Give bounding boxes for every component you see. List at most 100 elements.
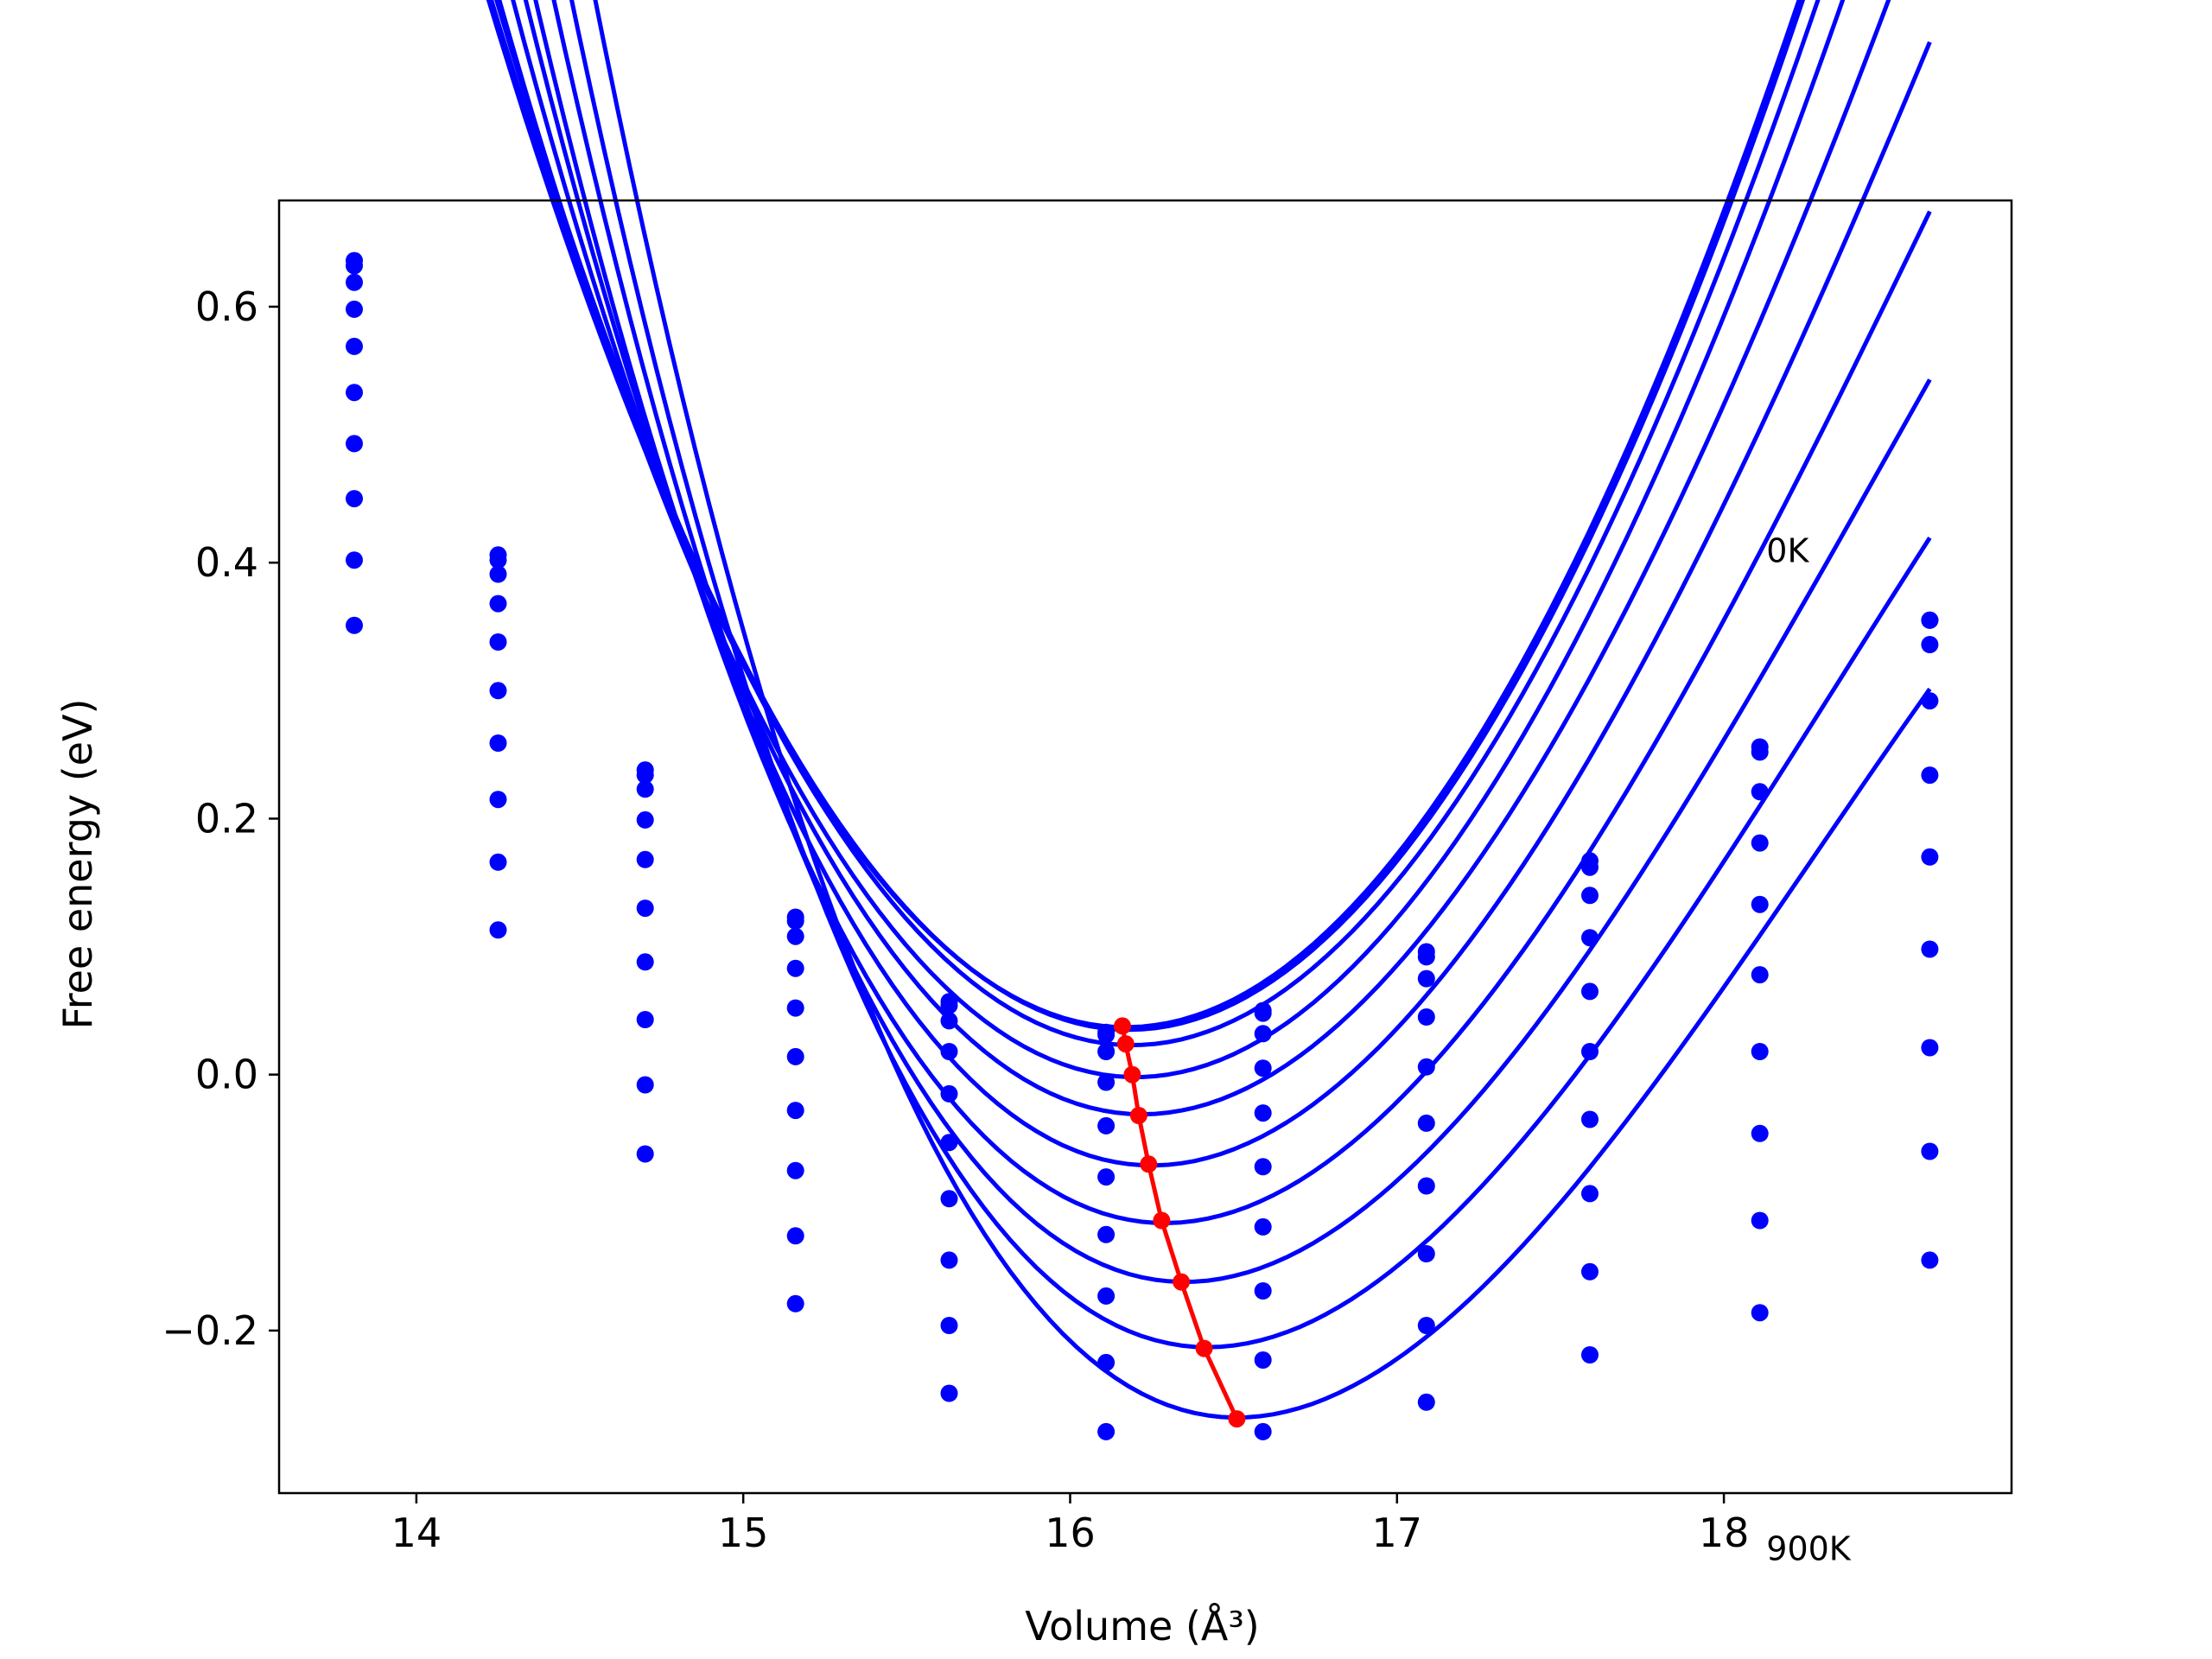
data-point xyxy=(1417,1114,1435,1132)
data-point xyxy=(1097,1116,1116,1135)
x-tick-label: 14 xyxy=(391,1510,442,1556)
data-point xyxy=(346,273,363,291)
data-point xyxy=(346,257,363,275)
data-point xyxy=(346,616,363,634)
annotation-label: 900K xyxy=(1766,1530,1852,1568)
data-point xyxy=(489,551,507,569)
minima-point xyxy=(1195,1339,1213,1357)
data-point xyxy=(940,996,958,1014)
x-axis-label: Volume (Å³) xyxy=(1025,1603,1260,1649)
data-point xyxy=(1097,1353,1116,1371)
data-point xyxy=(1751,966,1769,984)
data-point xyxy=(1581,929,1599,947)
data-point xyxy=(1097,1168,1116,1186)
data-point xyxy=(1921,692,1939,710)
data-point xyxy=(1254,1059,1272,1077)
data-point xyxy=(1417,969,1435,988)
data-point xyxy=(1581,1262,1599,1281)
fit-curves xyxy=(486,0,1932,1421)
data-point xyxy=(489,565,507,583)
data-point xyxy=(1921,766,1939,785)
data-point xyxy=(489,682,507,700)
data-point xyxy=(1097,1225,1116,1243)
minima-point xyxy=(1228,1410,1246,1428)
data-point xyxy=(786,999,804,1017)
data-point xyxy=(1751,1124,1769,1142)
annotation-label: 0K xyxy=(1766,531,1809,569)
data-point xyxy=(786,959,804,977)
data-point xyxy=(1751,1043,1769,1060)
data-point xyxy=(1254,1282,1272,1300)
data-point xyxy=(1417,1393,1435,1411)
data-point xyxy=(489,921,507,939)
data-point xyxy=(940,1384,958,1402)
data-point xyxy=(940,1251,958,1269)
data-point xyxy=(346,384,363,402)
x-tick-label: 15 xyxy=(718,1510,769,1556)
data-point xyxy=(1921,848,1939,866)
data-point xyxy=(1581,1185,1599,1203)
annotations: 0K 900K xyxy=(1766,531,1852,1567)
y-axis-ticks: −0.2 0.0 0.2 0.4 0.6 xyxy=(162,283,279,1354)
minima-point xyxy=(1153,1211,1171,1230)
minima-point xyxy=(1129,1107,1147,1124)
data-point xyxy=(786,1161,804,1179)
fit-curve-7 xyxy=(551,0,1932,1285)
data-point xyxy=(489,594,507,613)
data-point xyxy=(489,734,507,752)
data-point xyxy=(1581,887,1599,905)
data-point xyxy=(786,1102,804,1120)
data-point xyxy=(1751,1304,1769,1322)
data-point xyxy=(940,1134,958,1152)
data-point xyxy=(1254,1158,1272,1176)
data-point xyxy=(1751,834,1769,852)
data-point xyxy=(636,1076,654,1094)
data-point xyxy=(1254,1351,1272,1369)
data-point xyxy=(1417,1058,1435,1076)
data-point xyxy=(1417,1245,1435,1262)
x-tick-label: 18 xyxy=(1699,1510,1750,1556)
fit-curve-3 xyxy=(497,0,1846,1079)
data-point xyxy=(1581,1110,1599,1128)
data-point xyxy=(636,766,654,785)
data-point xyxy=(489,633,507,651)
data-point xyxy=(1581,858,1599,876)
data-point xyxy=(489,853,507,871)
data-point xyxy=(940,1084,958,1103)
data-point xyxy=(786,927,804,945)
data-point xyxy=(1417,1177,1435,1195)
plot-frame xyxy=(277,199,2013,1495)
data-point xyxy=(636,780,654,798)
data-point xyxy=(940,1190,958,1208)
data-point xyxy=(1921,940,1939,958)
data-point xyxy=(1417,1317,1435,1334)
data-point xyxy=(1751,783,1769,801)
data-point xyxy=(1751,1211,1769,1230)
data-point xyxy=(1417,948,1435,966)
data-point xyxy=(346,337,363,355)
data-point xyxy=(1921,611,1939,629)
minima-path xyxy=(1114,1017,1246,1428)
data-point xyxy=(1097,1043,1116,1060)
y-tick-label: 0.4 xyxy=(195,539,258,586)
data-point xyxy=(1254,1025,1272,1043)
data-point xyxy=(1921,1142,1939,1160)
data-point xyxy=(1581,1346,1599,1363)
data-point xyxy=(1751,743,1769,761)
x-tick-label: 17 xyxy=(1372,1510,1423,1556)
data-point xyxy=(346,551,363,569)
data-point xyxy=(786,1227,804,1245)
data-point xyxy=(940,1043,958,1060)
data-point xyxy=(1097,1026,1116,1044)
data-point xyxy=(786,1047,804,1065)
data-point xyxy=(636,899,654,918)
data-point xyxy=(636,1011,654,1028)
data-point xyxy=(636,850,654,868)
x-axis-ticks: 14 15 16 17 18 xyxy=(391,1493,1750,1556)
minima-point xyxy=(1123,1065,1141,1084)
y-tick-label: −0.2 xyxy=(162,1307,258,1354)
data-point xyxy=(636,953,654,971)
data-point xyxy=(940,1012,958,1030)
data-point xyxy=(1254,1422,1272,1440)
